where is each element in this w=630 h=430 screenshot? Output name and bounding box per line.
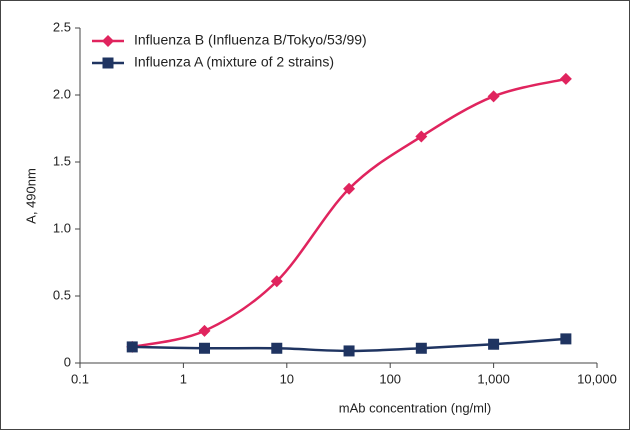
legend-label: Influenza A (mixture of 2 strains) — [134, 54, 334, 70]
point — [559, 72, 572, 85]
y-tick-label: 1.5 — [53, 153, 71, 168]
x-tick-label: 0.1 — [71, 371, 89, 386]
y-tick-label: 2.0 — [53, 86, 71, 101]
point — [271, 342, 283, 354]
point — [198, 324, 211, 337]
point — [126, 341, 138, 353]
legend-label: Influenza B (Influenza B/Tokyo/53/99) — [134, 32, 367, 48]
y-tick-label: 1.0 — [53, 220, 71, 235]
legend-marker — [102, 35, 114, 47]
point — [343, 182, 356, 195]
point — [199, 342, 211, 354]
point — [487, 90, 500, 103]
legend-marker — [102, 57, 114, 69]
x-tick-label: 10 — [280, 371, 294, 386]
point — [415, 342, 427, 354]
point — [488, 338, 500, 350]
y-tick-label: 0 — [64, 354, 71, 369]
x-tick-label: 100 — [379, 371, 401, 386]
point — [270, 275, 283, 288]
point — [343, 345, 355, 357]
point — [560, 333, 572, 345]
y-tick-label: 2.5 — [53, 19, 71, 34]
x-axis-label: mAb concentration (ng/ml) — [339, 400, 491, 415]
x-tick-label: 1,000 — [477, 371, 510, 386]
x-tick-label: 10,000 — [577, 371, 617, 386]
point — [415, 130, 428, 143]
y-axis-label: A, 490nm — [23, 168, 38, 224]
x-tick-label: 1 — [180, 371, 187, 386]
y-tick-label: 0.5 — [53, 287, 71, 302]
